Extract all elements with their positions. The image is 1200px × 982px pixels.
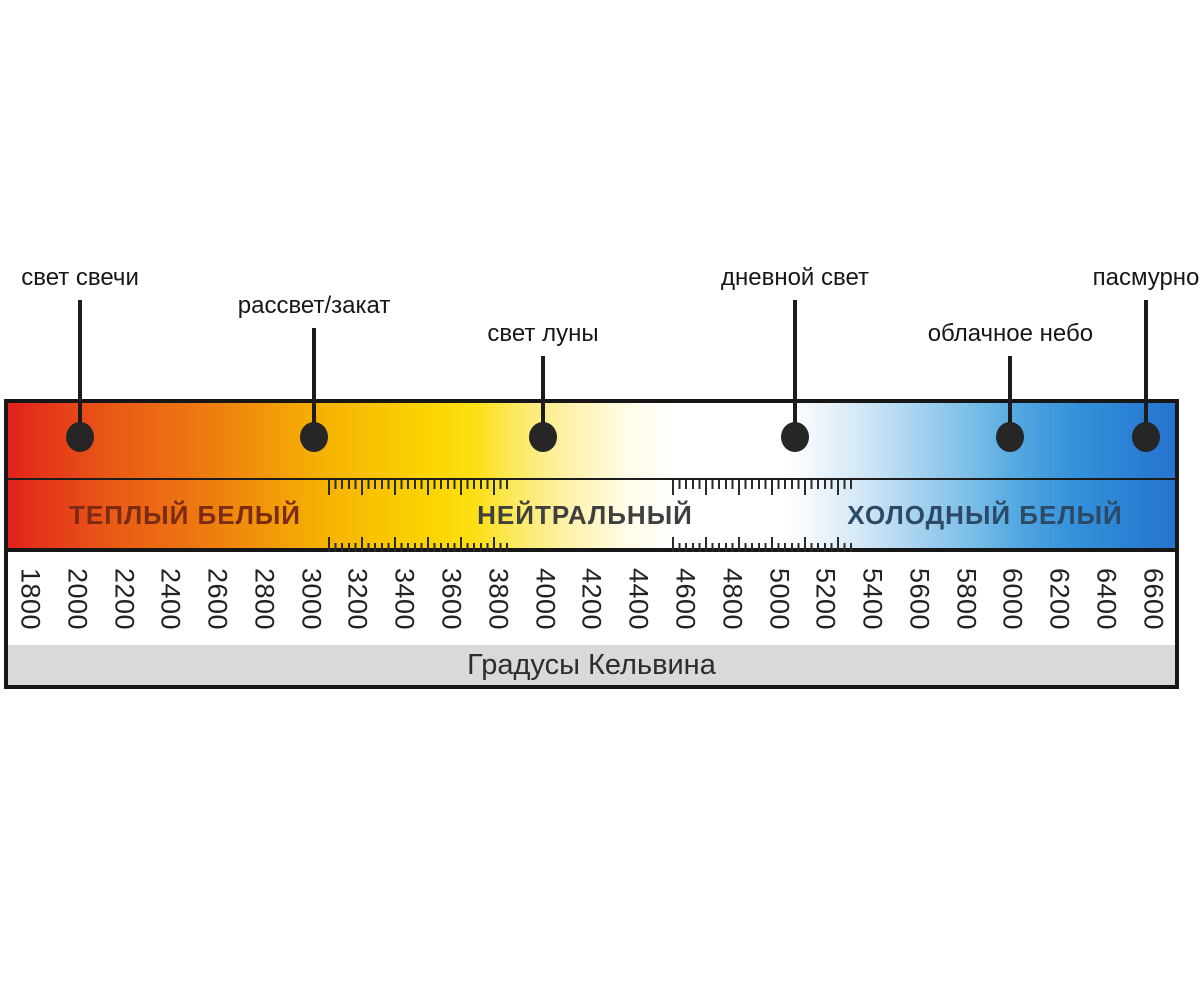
tick-row — [672, 480, 857, 495]
marker-dot — [996, 422, 1025, 452]
marker-label: свет свечи — [21, 264, 139, 291]
marker-dot — [1132, 422, 1160, 452]
marker-leader-line — [312, 328, 317, 437]
marker-label: облачное небо — [927, 320, 1094, 347]
marker-dot — [66, 422, 95, 452]
marker-leader-line — [1008, 356, 1013, 437]
marker-label: дневной свет — [720, 264, 870, 291]
marker-label: свет луны — [487, 320, 599, 347]
bar-divider-line — [8, 478, 1175, 480]
kelvin-scale-block: ТЕПЛЫЙ БЕЛЫЙ НЕЙТРАЛЬНЫЙ ХОЛОДНЫЙ БЕЛЫЙ 18… — [4, 399, 1179, 689]
marker-dot — [529, 422, 557, 452]
zone-label: ХОЛОДНЫЙ БЕЛЫЙ — [847, 500, 1123, 530]
tick-row — [328, 537, 513, 552]
marker-label: пасмурно — [1092, 264, 1200, 291]
marker-leader-line — [793, 300, 797, 437]
kelvin-number-scale: 1800 2000 2200 2400 2600 2800 3000 3200 … — [8, 552, 1175, 645]
marker-leader-line — [1144, 300, 1148, 437]
marker-leader-line — [541, 356, 545, 437]
kelvin-caption: Градусы Кельвина — [467, 648, 716, 681]
marker-dot — [781, 422, 809, 452]
kelvin-caption-bar: Градусы Кельвина — [8, 645, 1175, 689]
transition-ticks-warm-neutral — [328, 403, 513, 552]
zone-label: ТЕПЛЫЙ БЕЛЫЙ — [69, 500, 301, 530]
marker-label: рассвет/закат — [237, 292, 391, 319]
temperature-gradient-bar: ТЕПЛЫЙ БЕЛЫЙ НЕЙТРАЛЬНЫЙ ХОЛОДНЫЙ БЕЛЫЙ — [8, 403, 1175, 552]
transition-ticks-neutral-cold — [672, 403, 857, 552]
marker-dot — [300, 422, 329, 452]
tick-row — [328, 480, 513, 495]
zone-label: НЕЙТРАЛЬНЫЙ — [477, 500, 693, 530]
tick-row — [672, 537, 857, 552]
marker-leader-line — [78, 300, 83, 437]
